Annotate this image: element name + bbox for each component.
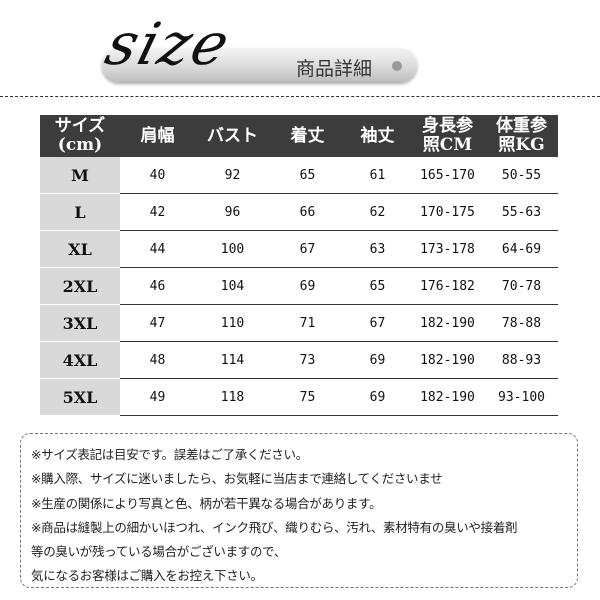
- table-cell: 61: [345, 157, 410, 194]
- size-logo: size: [98, 10, 239, 78]
- table-row: 4XL 48 114 73 69 182-190 88-93: [40, 341, 558, 379]
- size-label: M: [40, 157, 120, 194]
- table-cell: 42: [120, 193, 195, 231]
- table-cell: 173-178: [410, 230, 485, 268]
- table-cell: 67: [270, 230, 345, 268]
- column-header: 肩幅: [120, 115, 195, 157]
- table-cell: 182-190: [410, 378, 485, 416]
- note-line: 等の臭いが残っている場合がございますので、: [31, 544, 287, 560]
- size-label: L: [40, 193, 120, 231]
- table-cell: 71: [270, 304, 345, 342]
- table-cell: 182-190: [410, 304, 485, 342]
- size-table: サイズ (cm) 肩幅 バスト 着丈 袖丈 身長参 照CM 体重参 照KG M 40 92 65 6…: [40, 115, 558, 416]
- column-header: バスト: [195, 115, 270, 157]
- column-header: 着丈: [270, 115, 345, 157]
- table-row: L 42 96 66 62 170-175 55-63: [40, 193, 558, 231]
- table-cell: 170-175: [410, 193, 485, 231]
- table-cell: 96: [195, 193, 270, 231]
- table-cell: 47: [120, 304, 195, 342]
- table-row: 5XL 49 118 75 69 182-190 93-100: [40, 378, 558, 416]
- table-cell: 104: [195, 267, 270, 305]
- table-cell: 69: [345, 378, 410, 416]
- table-cell: 165-170: [410, 157, 485, 194]
- table-row: 2XL 46 104 69 65 176-182 70-78: [40, 267, 558, 305]
- table-cell: 67: [345, 304, 410, 342]
- note-line: ※生産の関係により写真と色、柄が若干異なる場合があります。: [31, 495, 382, 511]
- table-cell: 69: [345, 341, 410, 379]
- table-header: サイズ (cm) 肩幅 バスト 着丈 袖丈 身長参 照CM 体重参 照KG: [40, 115, 558, 157]
- table-cell: 64-69: [485, 230, 558, 268]
- table-cell: 49: [120, 378, 195, 416]
- table-cell: 92: [195, 157, 270, 194]
- table-cell: 93-100: [485, 378, 558, 416]
- table-cell: 46: [120, 267, 195, 305]
- note-line: ※サイズ表記は目安です。誤差はご了承ください。: [31, 447, 308, 462]
- table-cell: 75: [270, 378, 345, 416]
- table-cell: 70-78: [485, 267, 558, 305]
- table-cell: 114: [195, 341, 270, 379]
- table-cell: 63: [345, 230, 410, 268]
- table-row: 3XL 47 110 71 67 182-190 78-88: [40, 304, 558, 342]
- notes-box: ※サイズ表記は目安です。誤差はご了承ください。 ※購入際、サイズに迷いましたら、…: [20, 433, 578, 588]
- table-cell: 110: [195, 304, 270, 342]
- size-label: 5XL: [40, 378, 120, 416]
- divider: [0, 96, 600, 97]
- table-cell: 66: [270, 193, 345, 231]
- table-cell: 44: [120, 230, 195, 268]
- table-row: XL 44 100 67 63 173-178 64-69: [40, 230, 558, 268]
- column-header: 体重参 照KG: [485, 115, 558, 157]
- note-line: 気になるお客様はご購入をお控え下さい。: [31, 568, 263, 584]
- column-header: サイズ (cm): [40, 115, 120, 157]
- table-cell: 65: [345, 267, 410, 305]
- table-cell: 48: [120, 341, 195, 379]
- table-cell: 73: [270, 341, 345, 379]
- note-line: ※購入際、サイズに迷いましたら、お気軽に当店まで連絡してくださいませ: [31, 471, 443, 487]
- table-cell: 182-190: [410, 341, 485, 379]
- table-cell: 78-88: [485, 304, 558, 342]
- note-line: ※商品は縫製上の細かいほつれ、インク飛び、織りむら、汚れ、素材特有の臭いや接着剤: [31, 519, 518, 535]
- table-cell: 100: [195, 230, 270, 268]
- title-banner: [102, 48, 417, 82]
- table-cell: 62: [345, 193, 410, 231]
- table-cell: 69: [270, 267, 345, 305]
- table-cell: 176-182: [410, 267, 485, 305]
- subtitle: 商品詳細: [296, 58, 373, 80]
- table-cell: 50-55: [485, 157, 558, 194]
- size-label: 4XL: [40, 341, 120, 379]
- table-row: M 40 92 65 61 165-170 50-55: [40, 157, 558, 194]
- table-cell: 65: [270, 157, 345, 194]
- size-label: 2XL: [40, 267, 120, 305]
- size-label: 3XL: [40, 304, 120, 342]
- table-cell: 55-63: [485, 193, 558, 231]
- column-header: 袖丈: [345, 115, 410, 157]
- dot-icon: [392, 61, 402, 71]
- table-cell: 88-93: [485, 341, 558, 379]
- table-cell: 118: [195, 378, 270, 416]
- table-cell: 40: [120, 157, 195, 194]
- size-label: XL: [40, 230, 120, 268]
- column-header: 身長参 照CM: [410, 115, 485, 157]
